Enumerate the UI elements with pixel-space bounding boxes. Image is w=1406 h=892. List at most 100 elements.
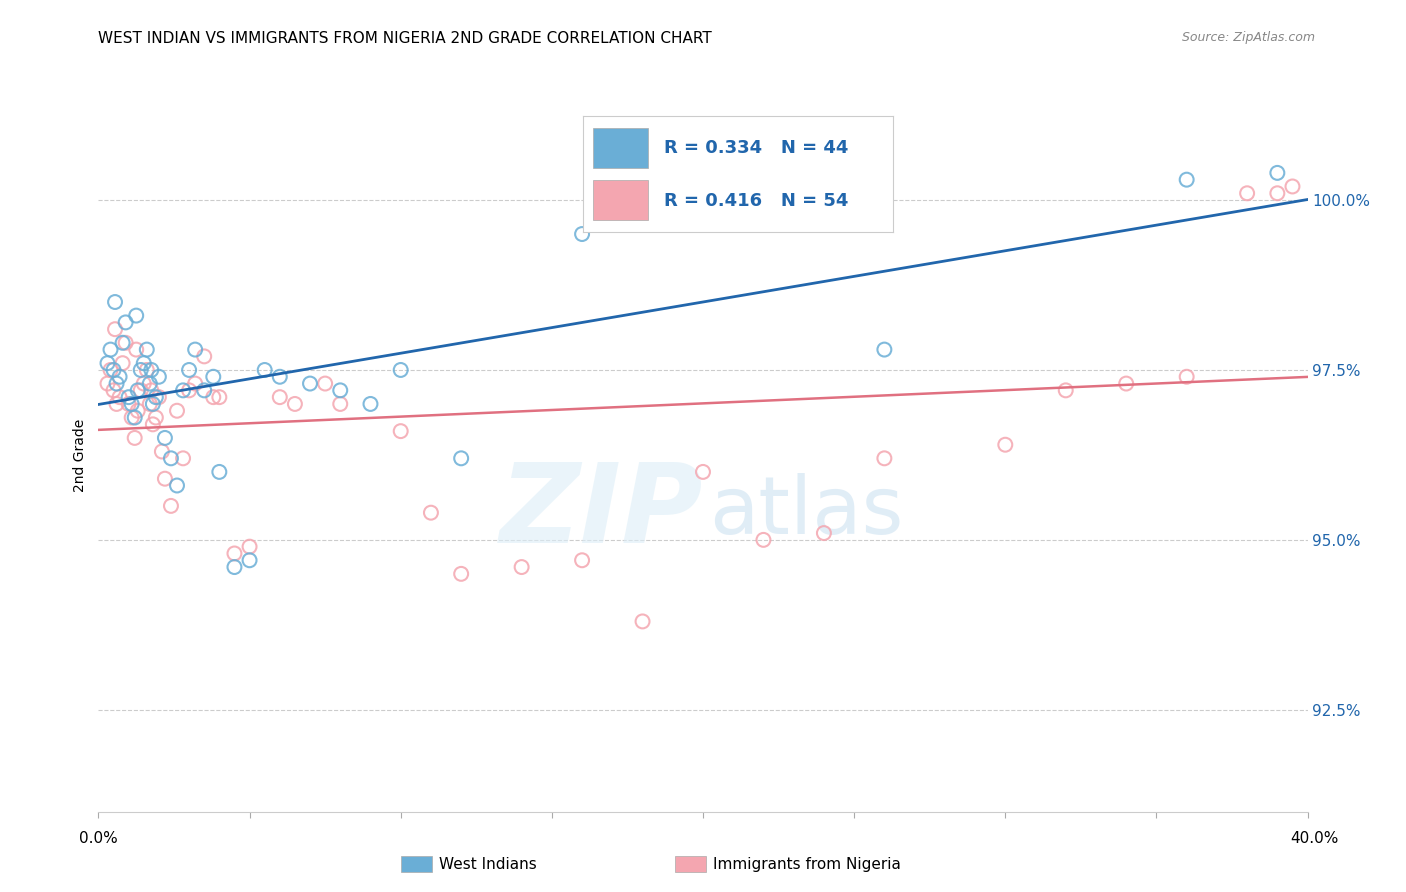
Point xyxy=(125,309,148,323)
Point xyxy=(329,397,352,411)
Point xyxy=(139,376,162,391)
Point xyxy=(100,343,122,357)
Text: 0.0%: 0.0% xyxy=(79,831,118,846)
Point xyxy=(299,376,322,391)
Point xyxy=(121,397,143,411)
Point xyxy=(129,363,152,377)
Point xyxy=(172,384,194,398)
Point xyxy=(111,335,134,350)
Point xyxy=(172,451,194,466)
Text: R = 0.416   N = 54: R = 0.416 N = 54 xyxy=(664,192,848,210)
Point xyxy=(389,424,412,438)
Point xyxy=(141,384,163,398)
Text: WEST INDIAN VS IMMIGRANTS FROM NIGERIA 2ND GRADE CORRELATION CHART: WEST INDIAN VS IMMIGRANTS FROM NIGERIA 2… xyxy=(98,31,713,46)
Point xyxy=(239,540,262,554)
Point xyxy=(105,376,128,391)
Point xyxy=(1175,172,1198,186)
Point xyxy=(114,315,136,329)
Point xyxy=(142,397,165,411)
Point xyxy=(100,363,122,377)
Point xyxy=(118,390,141,404)
Point xyxy=(184,376,207,391)
Point xyxy=(208,390,231,404)
Point xyxy=(450,566,472,581)
Text: ZIP: ZIP xyxy=(499,458,703,566)
Point xyxy=(124,431,146,445)
Text: Source: ZipAtlas.com: Source: ZipAtlas.com xyxy=(1181,31,1315,45)
Point xyxy=(1175,369,1198,384)
Point xyxy=(105,397,128,411)
Point xyxy=(111,356,134,370)
Point xyxy=(510,560,533,574)
Point xyxy=(1281,179,1303,194)
Point xyxy=(873,343,896,357)
Point xyxy=(269,369,291,384)
Point xyxy=(284,397,307,411)
Point xyxy=(314,376,336,391)
Point xyxy=(179,363,201,377)
Point xyxy=(450,451,472,466)
Point xyxy=(1267,186,1289,201)
Point xyxy=(153,431,176,445)
Point xyxy=(103,384,125,398)
Point xyxy=(631,615,654,629)
Point xyxy=(104,295,127,310)
Point xyxy=(96,356,118,370)
Point xyxy=(108,390,131,404)
Point xyxy=(148,390,170,404)
Point xyxy=(360,397,382,411)
Text: atlas: atlas xyxy=(709,473,904,551)
Point xyxy=(202,390,225,404)
Point xyxy=(184,343,207,357)
Point xyxy=(1054,384,1077,398)
Point xyxy=(132,376,155,391)
Point xyxy=(224,560,246,574)
Point xyxy=(160,499,183,513)
Point xyxy=(1115,376,1137,391)
Point xyxy=(141,363,163,377)
Point xyxy=(135,363,157,377)
Text: 40.0%: 40.0% xyxy=(1291,831,1339,846)
Point xyxy=(104,322,127,336)
Point xyxy=(994,438,1017,452)
Point xyxy=(142,417,165,432)
Point xyxy=(1236,186,1258,201)
Text: West Indians: West Indians xyxy=(439,857,537,871)
Text: Immigrants from Nigeria: Immigrants from Nigeria xyxy=(713,857,901,871)
Point xyxy=(132,356,155,370)
Point xyxy=(135,343,157,357)
Point xyxy=(1267,166,1289,180)
Point xyxy=(873,451,896,466)
Point xyxy=(813,526,835,541)
Point xyxy=(179,384,201,398)
Point xyxy=(145,410,167,425)
Point xyxy=(571,553,593,567)
Point xyxy=(571,227,593,241)
Point xyxy=(253,363,276,377)
Text: R = 0.334   N = 44: R = 0.334 N = 44 xyxy=(664,139,848,157)
Point xyxy=(239,553,262,567)
Point xyxy=(224,546,246,560)
Bar xyxy=(593,179,648,220)
Point xyxy=(129,384,152,398)
Point xyxy=(108,369,131,384)
Y-axis label: 2nd Grade: 2nd Grade xyxy=(73,418,87,491)
Point xyxy=(96,376,118,391)
Point xyxy=(166,403,188,417)
Point xyxy=(153,472,176,486)
Point xyxy=(692,465,714,479)
Point xyxy=(148,369,170,384)
Point xyxy=(103,363,125,377)
Point xyxy=(389,363,412,377)
Point xyxy=(193,384,215,398)
Point xyxy=(127,403,149,417)
Point xyxy=(193,350,215,364)
Bar xyxy=(593,128,648,169)
Point xyxy=(166,478,188,492)
Point xyxy=(420,506,443,520)
Point xyxy=(150,444,173,458)
Point xyxy=(752,533,775,547)
Point xyxy=(269,390,291,404)
Point xyxy=(139,397,162,411)
Point xyxy=(631,193,654,207)
